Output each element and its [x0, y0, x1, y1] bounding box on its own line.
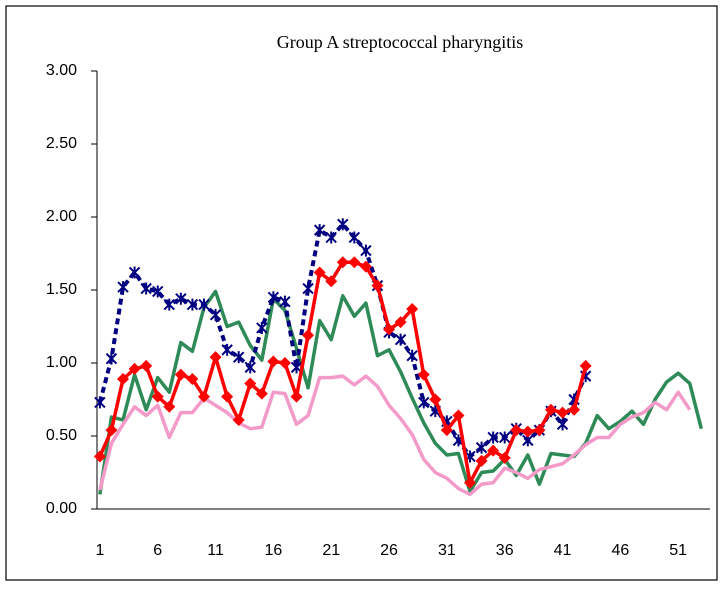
- point-marker: [556, 418, 569, 431]
- x-tick-label: 51: [669, 542, 687, 559]
- point-marker: [313, 224, 326, 237]
- point-marker: [452, 409, 465, 422]
- point-marker: [487, 431, 499, 444]
- point-marker: [568, 403, 581, 416]
- point-marker: [232, 413, 245, 426]
- point-marker: [209, 308, 222, 321]
- point-marker: [475, 441, 488, 454]
- x-tick-label: 26: [380, 542, 398, 559]
- point-marker: [151, 390, 164, 403]
- point-marker: [440, 424, 453, 437]
- point-marker: [105, 352, 118, 365]
- point-marker: [128, 362, 141, 375]
- x-tick-label: 16: [264, 542, 282, 559]
- point-marker: [337, 218, 349, 231]
- point-marker: [152, 285, 164, 298]
- point-marker: [290, 390, 303, 403]
- point-marker: [267, 355, 280, 368]
- y-tick-label: 0.50: [46, 427, 77, 444]
- x-tick-label: 31: [438, 542, 456, 559]
- x-tick-label: 36: [496, 542, 514, 559]
- point-marker: [244, 377, 257, 390]
- point-marker: [383, 323, 396, 336]
- y-tick-label: 0.00: [46, 500, 77, 517]
- point-marker: [498, 431, 511, 444]
- y-tick-label: 2.50: [46, 135, 77, 152]
- point-marker: [174, 368, 187, 381]
- point-marker: [371, 279, 384, 292]
- point-marker: [244, 361, 256, 374]
- point-marker: [348, 256, 361, 269]
- point-marker: [255, 387, 268, 400]
- point-marker: [163, 400, 176, 413]
- series-line: [98, 374, 692, 497]
- point-marker: [232, 351, 245, 364]
- point-marker: [475, 454, 488, 467]
- point-marker: [359, 260, 372, 273]
- point-marker: [533, 424, 546, 437]
- point-marker: [198, 298, 210, 311]
- y-tick-label: 1.50: [46, 281, 77, 298]
- point-marker: [209, 351, 222, 364]
- chart-frame: [5, 5, 718, 581]
- point-marker: [94, 396, 106, 409]
- point-marker: [510, 424, 523, 437]
- point-marker: [221, 390, 234, 403]
- point-marker: [336, 256, 349, 269]
- point-marker: [417, 368, 430, 381]
- point-marker: [117, 373, 130, 386]
- point-marker: [278, 357, 291, 369]
- x-tick-label: 1: [95, 542, 104, 559]
- point-marker: [348, 231, 361, 244]
- point-marker: [498, 451, 511, 464]
- point-marker: [186, 373, 199, 386]
- point-marker: [418, 396, 430, 409]
- point-marker: [175, 292, 187, 305]
- x-tick-label: 46: [611, 542, 629, 559]
- point-marker: [394, 316, 407, 329]
- point-marker: [197, 390, 210, 403]
- x-tick-label: 21: [322, 542, 340, 559]
- point-marker: [267, 291, 280, 304]
- point-marker: [163, 298, 175, 311]
- point-marker: [360, 244, 372, 257]
- point-marker: [140, 359, 153, 372]
- y-tick-label: 3.00: [46, 62, 77, 79]
- point-marker: [221, 343, 233, 356]
- point-marker: [93, 450, 106, 463]
- point-marker: [105, 424, 118, 437]
- point-marker: [579, 359, 592, 372]
- point-marker: [256, 321, 268, 334]
- point-marker: [521, 425, 534, 438]
- point-marker: [128, 266, 141, 279]
- chart-title: Group A streptococcal pharyngitis: [277, 32, 523, 52]
- point-marker: [394, 333, 407, 346]
- point-marker: [325, 231, 337, 244]
- x-tick-label: 41: [554, 542, 572, 559]
- y-tick-label: 2.00: [46, 208, 77, 225]
- x-tick-label: 11: [207, 542, 224, 559]
- point-marker: [406, 349, 418, 362]
- y-tick-label: 1.00: [46, 354, 77, 371]
- point-marker: [313, 266, 326, 279]
- point-marker: [464, 476, 477, 489]
- point-marker: [487, 444, 500, 457]
- point-marker: [556, 406, 569, 419]
- point-marker: [186, 298, 199, 311]
- point-marker: [302, 329, 315, 342]
- point-marker: [279, 295, 291, 308]
- series-line: [98, 289, 704, 495]
- point-marker: [544, 403, 557, 416]
- point-marker: [406, 302, 419, 315]
- point-marker: [325, 275, 338, 288]
- point-marker: [140, 282, 152, 295]
- point-marker: [117, 281, 129, 294]
- point-marker: [302, 282, 314, 295]
- x-tick-label: 6: [153, 542, 162, 559]
- point-marker: [429, 393, 442, 406]
